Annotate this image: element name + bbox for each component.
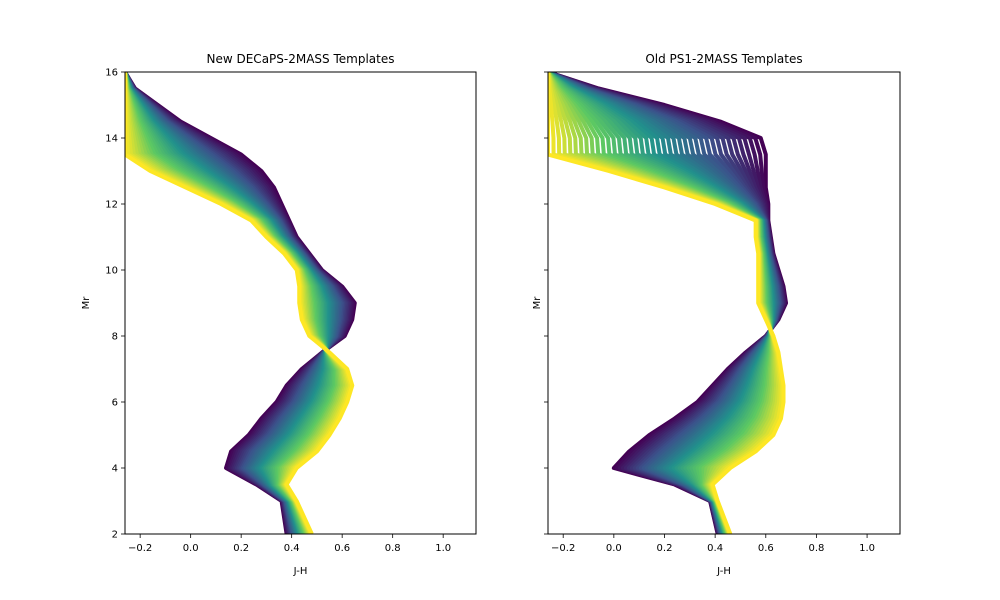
left-curves <box>125 72 357 534</box>
y-tick-label: 8 <box>112 332 118 343</box>
panel-right: Old PS1-2MASS Templates −0.2 0.0 0.2 0.4 0.6… <box>532 52 901 577</box>
left-axes-frame <box>124 71 477 535</box>
x-tick-label: −0.2 <box>551 543 575 554</box>
left-ticks: −0.2 0.0 0.2 0.4 0.6 0.8 1.0 2 4 6 8 10 12 14 16 <box>105 68 451 555</box>
x-tick-label: 0.8 <box>808 543 824 554</box>
y-tick-label: 12 <box>105 200 118 211</box>
left-plot-title: New DECaPS-2MASS Templates <box>207 52 395 66</box>
right-ticks: −0.2 0.0 0.2 0.4 0.6 0.8 1.0 <box>544 71 875 554</box>
x-tick-label: 0.6 <box>334 543 350 554</box>
right-plot-title: Old PS1-2MASS Templates <box>645 52 802 66</box>
x-tick-label: 0.4 <box>284 543 300 554</box>
y-tick-label: 10 <box>105 266 118 277</box>
x-tick-label: 0.0 <box>606 543 622 554</box>
left-x-axis-label: J-H <box>293 566 308 577</box>
right-x-axis-label: J-H <box>716 566 731 577</box>
x-tick-label: 0.0 <box>183 543 199 554</box>
panel-left: New DECaPS-2MASS Templates −0.2 0.0 0.2 0.4… <box>81 52 477 577</box>
right-curves <box>548 72 789 534</box>
x-tick-label: 0.2 <box>657 543 673 554</box>
y-tick-label: 2 <box>112 530 118 541</box>
x-tick-label: 0.6 <box>758 543 774 554</box>
x-tick-label: 1.0 <box>435 543 451 554</box>
y-tick-label: 14 <box>105 134 118 145</box>
y-tick-label: 6 <box>112 398 118 409</box>
template-curve <box>125 72 355 534</box>
right-axes-frame <box>547 71 901 535</box>
y-tick-label: 16 <box>105 68 118 79</box>
x-tick-label: 1.0 <box>859 543 875 554</box>
x-tick-label: 0.4 <box>707 543 723 554</box>
left-y-axis-label: Mr <box>81 296 92 310</box>
y-tick-label: 4 <box>112 464 118 475</box>
right-y-axis-label: Mr <box>532 296 543 310</box>
x-tick-label: −0.2 <box>128 543 152 554</box>
x-tick-label: 0.8 <box>385 543 401 554</box>
template-curve <box>548 72 786 534</box>
x-tick-label: 0.2 <box>233 543 249 554</box>
